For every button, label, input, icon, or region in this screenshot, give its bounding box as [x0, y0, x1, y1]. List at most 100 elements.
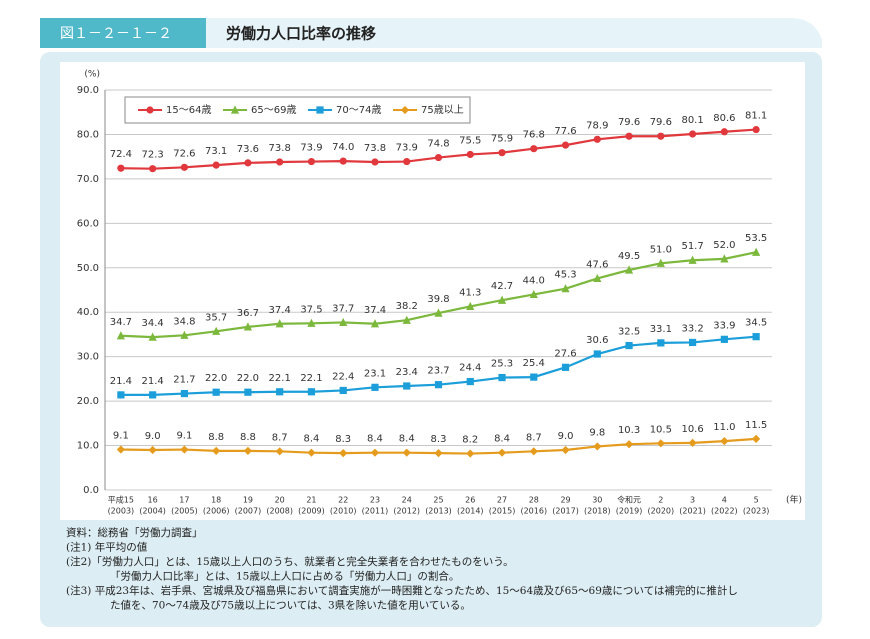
legend-marker — [230, 105, 240, 114]
x-tick-year: (2010) — [330, 507, 357, 516]
value-label: 11.5 — [745, 420, 767, 431]
y-tick-label: 40.0 — [77, 307, 99, 318]
x-tick-year: (2022) — [711, 507, 738, 516]
x-tick-year: (2012) — [393, 507, 420, 516]
data-point — [657, 339, 665, 347]
value-label: 37.4 — [364, 305, 386, 316]
x-tick-year: (2003) — [108, 507, 135, 516]
x-tick-label: 4 — [722, 496, 727, 505]
data-point — [530, 145, 538, 153]
value-label: 81.1 — [745, 111, 767, 122]
data-point — [720, 128, 728, 136]
y-unit: (%) — [84, 70, 100, 80]
x-tick-year: (2016) — [520, 507, 547, 516]
value-label: 73.9 — [300, 143, 322, 154]
value-label: 8.7 — [272, 432, 288, 443]
x-tick-year: (2008) — [266, 507, 293, 516]
data-point — [117, 164, 125, 172]
legend-label: 75歳以上 — [421, 104, 464, 116]
data-point — [625, 341, 633, 350]
y-tick-label: 90.0 — [77, 85, 99, 96]
figure-label-box — [40, 18, 206, 48]
data-point — [402, 448, 411, 457]
legend-marker — [316, 106, 324, 114]
value-label: 8.4 — [494, 434, 510, 445]
data-point — [149, 165, 157, 173]
data-point — [561, 141, 570, 149]
value-label: 33.9 — [713, 320, 735, 331]
data-point — [276, 388, 284, 396]
data-point — [498, 149, 506, 157]
x-unit: (年) — [786, 494, 802, 506]
data-point — [688, 438, 697, 447]
data-point — [116, 445, 125, 454]
x-tick-year: (2014) — [457, 507, 484, 516]
x-tick-year: (2009) — [298, 507, 325, 516]
value-label: 39.8 — [427, 294, 449, 305]
value-label: 37.4 — [269, 305, 291, 316]
data-point — [720, 254, 729, 263]
data-point — [593, 135, 601, 143]
x-tick-year: (2020) — [648, 507, 675, 516]
value-label: 23.7 — [427, 366, 449, 377]
data-point — [497, 448, 507, 457]
data-point — [434, 449, 443, 458]
value-label: 10.5 — [650, 424, 672, 435]
value-label: 11.0 — [713, 422, 735, 433]
value-label: 73.6 — [237, 144, 259, 155]
note-line: (注2)「労働力人口」とは、15歳以上人口のうち、就業者と完全失業者を合わせたも… — [66, 555, 514, 568]
value-label: 51.0 — [650, 244, 672, 255]
value-label: 8.8 — [240, 432, 256, 443]
data-point — [497, 295, 507, 304]
x-tick-label: 21 — [306, 496, 316, 505]
x-tick-year: (2019) — [616, 507, 643, 516]
data-point — [275, 319, 284, 328]
data-point — [434, 308, 443, 317]
value-label: 80.6 — [713, 113, 735, 124]
data-point — [180, 445, 189, 454]
data-point — [657, 132, 665, 140]
value-label: 25.4 — [523, 358, 545, 369]
note-line: た値を、70～74歳及び75歳以上については、3県を除いた値を用いている。 — [110, 599, 471, 612]
x-tick-label: 19 — [243, 496, 253, 505]
value-label: 22.0 — [205, 373, 227, 384]
value-label: 22.0 — [237, 373, 259, 384]
x-tick-label: 29 — [560, 496, 570, 505]
value-label: 8.7 — [526, 432, 542, 443]
x-tick-label: 23 — [370, 496, 380, 505]
x-tick-label: 26 — [465, 496, 475, 505]
chart-title: 労働力人口比率の推移 — [226, 25, 376, 43]
data-point — [148, 445, 157, 455]
value-label: 34.5 — [745, 318, 767, 329]
y-tick-label: 60.0 — [77, 218, 99, 229]
value-label: 41.3 — [459, 287, 481, 298]
data-point — [371, 383, 379, 391]
value-label: 37.5 — [300, 304, 322, 315]
value-label: 79.6 — [650, 117, 672, 128]
data-point — [561, 445, 570, 455]
legend-marker — [400, 105, 410, 115]
data-point — [593, 350, 601, 358]
value-label: 8.2 — [462, 435, 478, 446]
figure-label: 図１－２－１－２ — [60, 26, 172, 42]
data-point — [307, 388, 316, 396]
x-tick-label: 2 — [658, 496, 663, 505]
data-point — [530, 373, 538, 381]
value-label: 21.4 — [142, 376, 164, 387]
value-label: 8.4 — [367, 434, 383, 445]
data-point — [244, 388, 252, 396]
data-point — [403, 382, 411, 390]
y-tick-label: 10.0 — [77, 441, 99, 452]
value-label: 34.7 — [110, 317, 132, 328]
value-label: 38.2 — [396, 301, 418, 312]
y-tick-label: 80.0 — [77, 129, 99, 140]
value-label: 76.8 — [523, 130, 545, 141]
data-point — [688, 255, 697, 264]
x-tick-year: (2013) — [425, 507, 452, 516]
data-point — [212, 388, 220, 396]
data-point — [434, 381, 443, 389]
value-label: 73.9 — [396, 143, 418, 154]
data-point — [498, 373, 506, 382]
data-point — [466, 150, 474, 159]
value-label: 10.6 — [681, 424, 703, 435]
